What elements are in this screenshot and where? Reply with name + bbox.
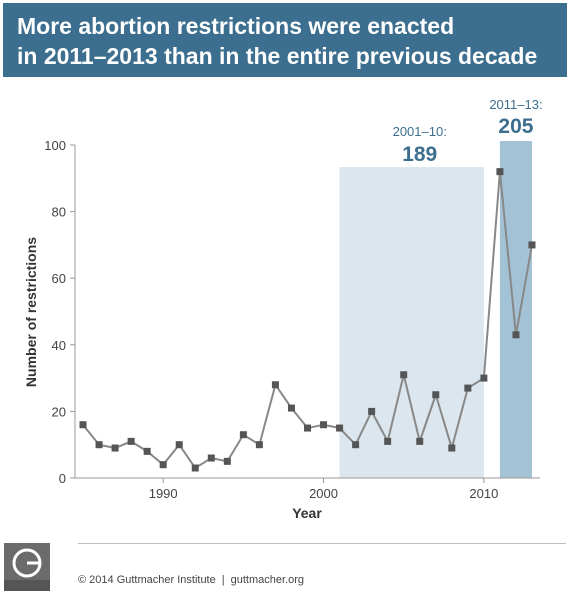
data-point-1993	[207, 454, 215, 462]
guttmacher-logo-icon	[4, 543, 50, 591]
y-tick-label-20: 20	[52, 404, 66, 419]
y-tick-label-40: 40	[52, 338, 66, 353]
data-point-1987	[111, 444, 119, 452]
chart-title-line-1: More abortion restrictions were enacted	[17, 13, 455, 39]
y-tick-label-100: 100	[44, 138, 66, 153]
y-tick-label-0: 0	[59, 471, 66, 486]
x-tick-label-2010: 2010	[469, 486, 498, 501]
x-tick-label-1990: 1990	[149, 486, 178, 501]
data-point-2001	[336, 424, 344, 432]
data-point-2009	[464, 384, 472, 392]
footer-url: guttmacher.org	[230, 574, 304, 586]
highlight-band-1	[499, 141, 532, 478]
x-axis-label: Year	[292, 505, 322, 521]
highlight-label-0: 2001–10:	[393, 124, 447, 139]
x-tick-label-2000: 2000	[309, 486, 338, 501]
footer-separator: |	[221, 574, 225, 586]
data-point-2011	[496, 168, 504, 176]
data-point-2005	[400, 371, 408, 379]
data-point-2012	[512, 331, 520, 339]
data-point-1995	[239, 431, 247, 439]
data-point-2007	[432, 391, 440, 399]
data-point-1997	[271, 381, 279, 389]
y-axis-label: Number of restrictions	[23, 237, 39, 387]
y-ticks: 0 20 40 60 80 100	[44, 138, 75, 486]
y-tick-label-60: 60	[52, 271, 66, 286]
footer-divider	[78, 543, 566, 544]
highlight-annotations: 2001–10: 189 2011–13: 205	[393, 97, 543, 166]
copyright-text: © 2014 Guttmacher Institute	[78, 574, 216, 586]
data-point-1992	[191, 464, 199, 472]
data-point-2000	[320, 421, 328, 429]
data-point-1996	[255, 441, 263, 449]
data-point-1986	[95, 441, 103, 449]
data-point-1991	[175, 441, 183, 449]
highlight-bands	[339, 141, 532, 478]
data-point-2010	[480, 374, 488, 382]
data-point-1998	[287, 404, 295, 412]
axes	[74, 145, 540, 479]
highlight-label-1: 2011–13:	[489, 97, 542, 112]
data-point-1988	[127, 437, 135, 445]
data-point-2003	[368, 407, 376, 415]
restrictions-line-chart: 0 20 40 60 80 100 1990 2000 2010 Number of rest…	[23, 97, 543, 521]
highlight-value-0: 189	[402, 143, 437, 166]
data-point-2004	[384, 437, 392, 445]
data-point-2006	[416, 437, 424, 445]
data-point-1989	[143, 447, 151, 455]
data-point-2013	[528, 241, 536, 249]
data-point-2008	[448, 444, 456, 452]
data-point-1994	[223, 457, 231, 465]
data-point-2002	[352, 441, 360, 449]
highlight-value-1: 205	[498, 115, 533, 138]
series-restrictions	[79, 168, 536, 472]
data-point-1990	[159, 461, 167, 469]
footer-credit: © 2014 Guttmacher Institute | guttmacher.o…	[78, 574, 304, 586]
data-point-1985	[79, 421, 87, 429]
chart-title-line-2: in 2011–2013 than in the entire previous…	[17, 43, 538, 69]
y-tick-label-80: 80	[52, 205, 66, 220]
x-ticks: 1990 2000 2010	[149, 478, 498, 501]
chart-header: More abortion restrictions were enacted …	[3, 3, 567, 77]
data-point-1999	[304, 424, 311, 432]
